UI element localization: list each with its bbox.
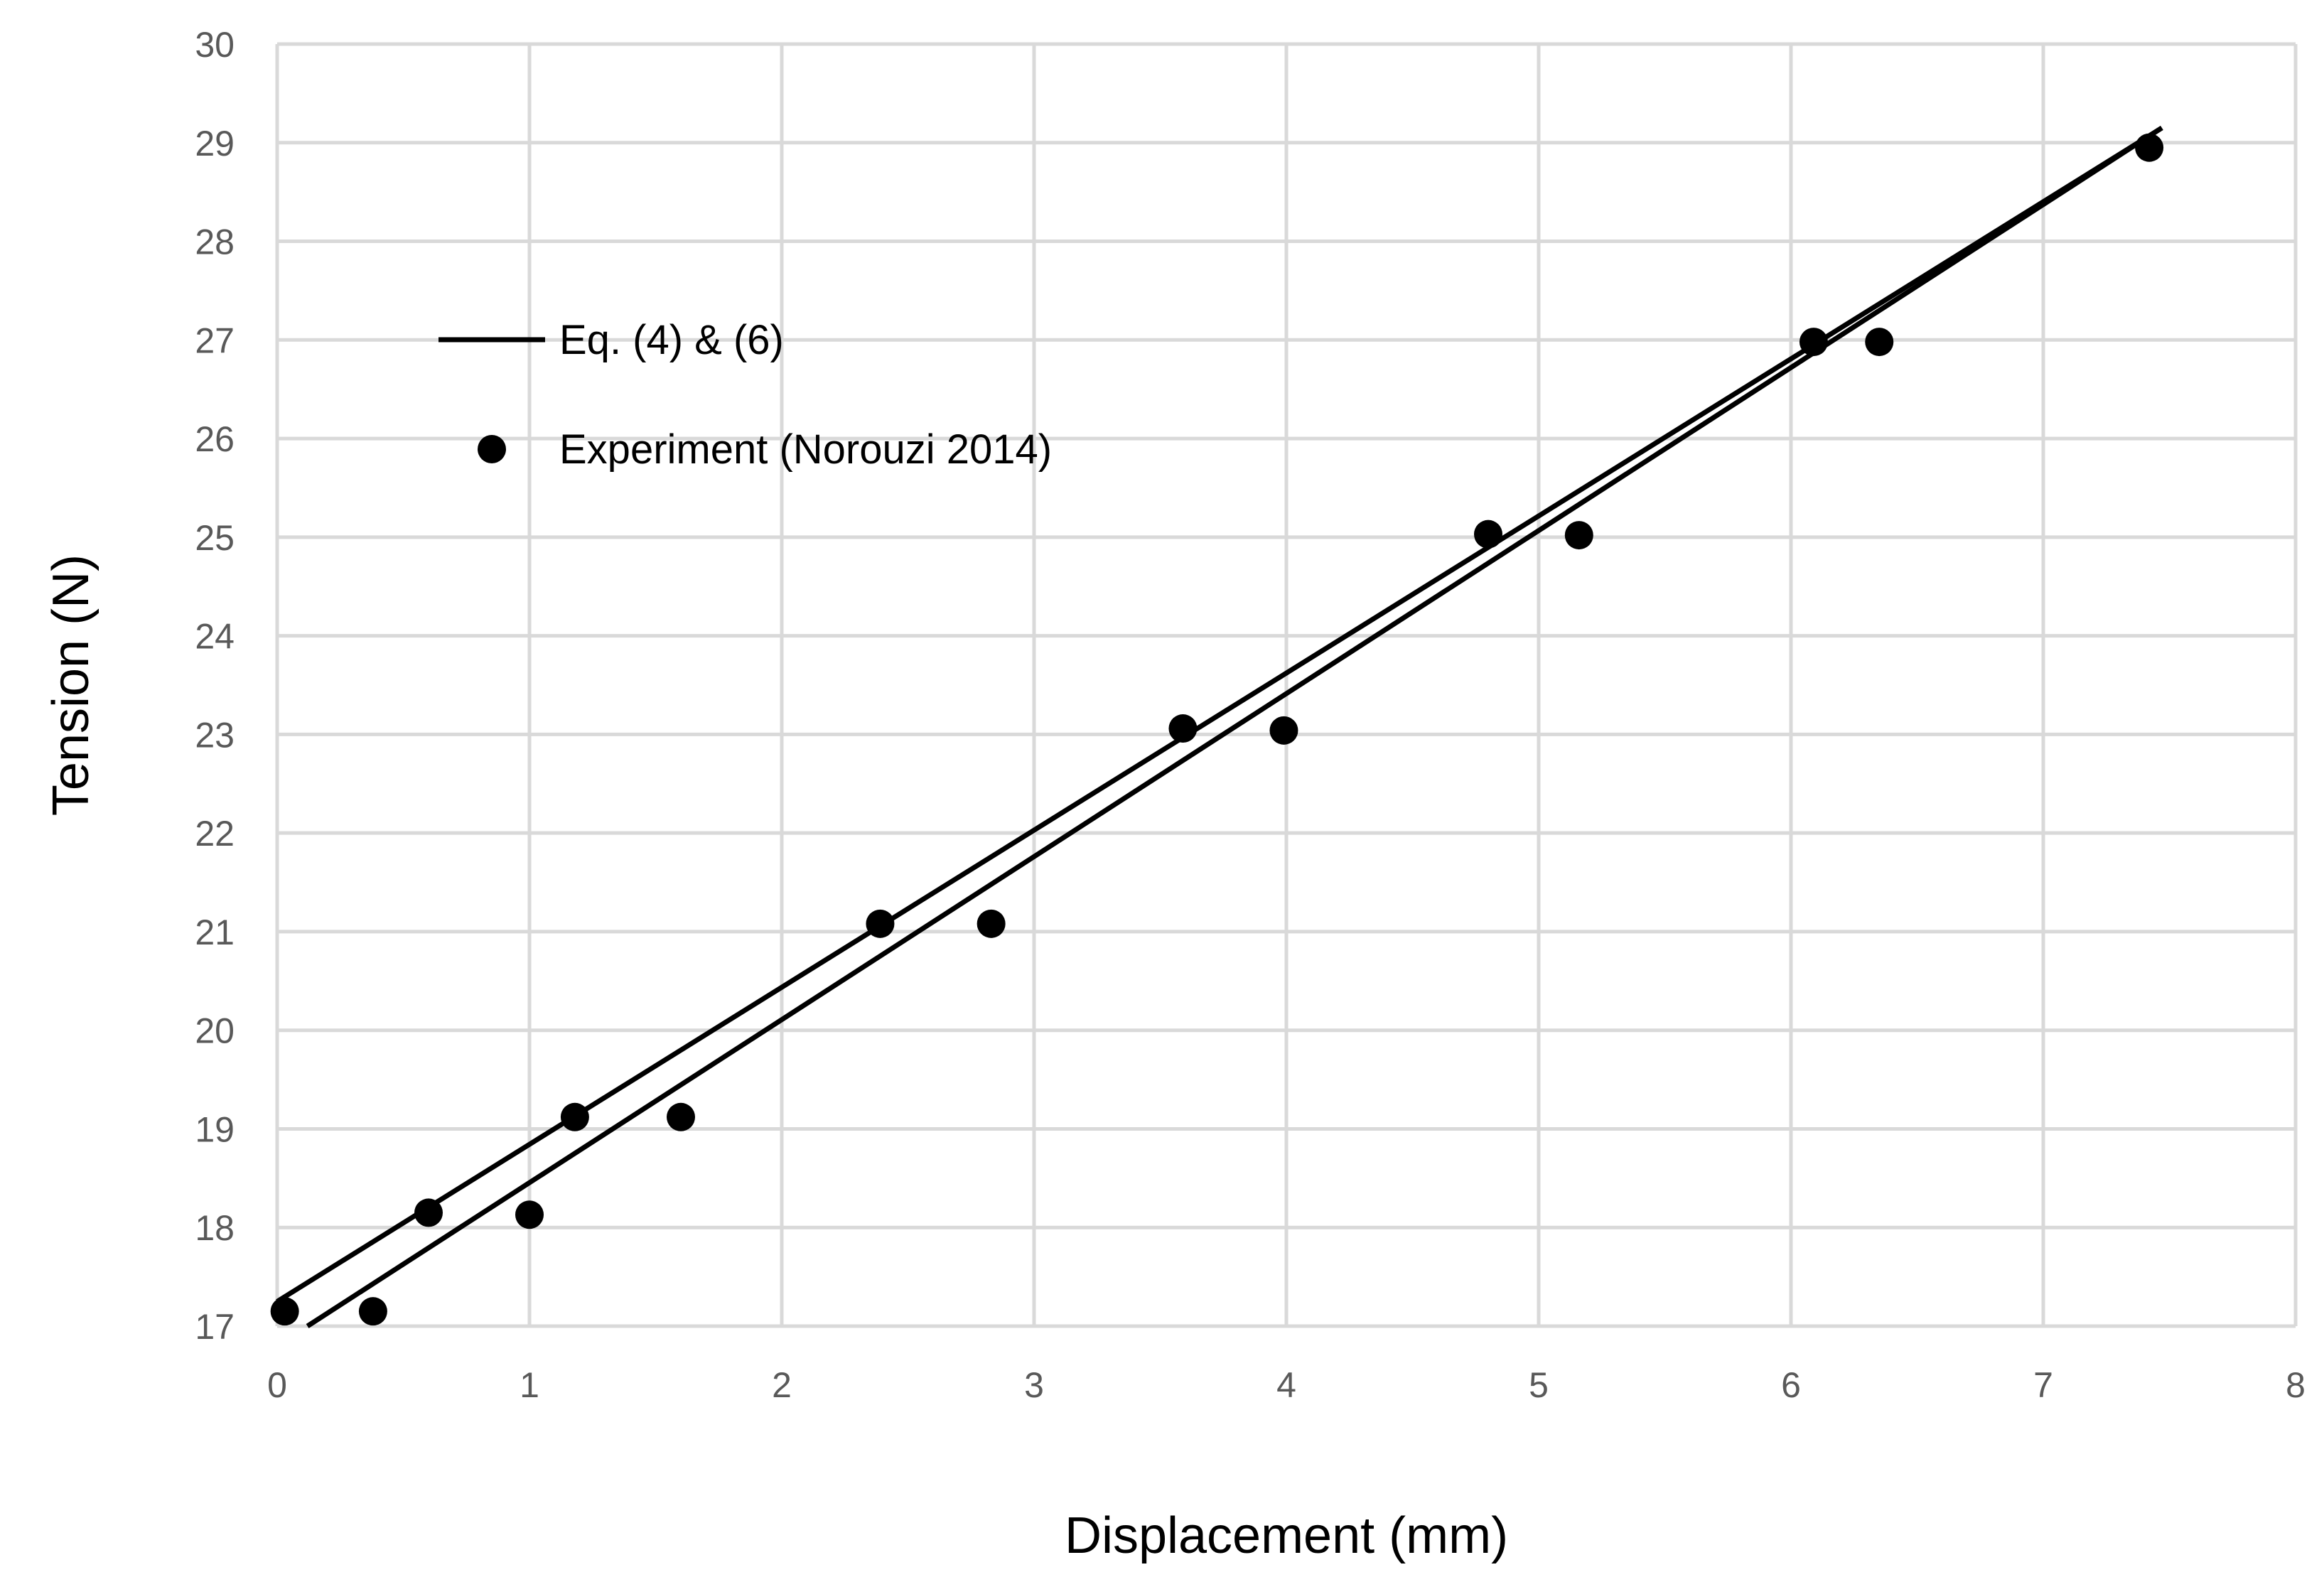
- y-tick-label: 26: [195, 419, 235, 459]
- y-tick-label: 25: [195, 518, 235, 558]
- experiment-point: [1474, 520, 1502, 549]
- x-tick-label: 1: [520, 1365, 539, 1405]
- experiment-point: [667, 1102, 695, 1131]
- experiment-point: [358, 1297, 387, 1326]
- legend-marker-swatch: [478, 435, 506, 463]
- experiment-point: [1269, 716, 1298, 745]
- y-tick-label: 23: [195, 715, 235, 755]
- y-tick-label: 18: [195, 1208, 235, 1248]
- x-tick-label: 7: [2033, 1365, 2053, 1405]
- y-tick-label: 17: [195, 1307, 235, 1347]
- experiment-point: [1168, 714, 1198, 743]
- y-tick-label: 24: [195, 617, 235, 657]
- experiment-point: [515, 1200, 544, 1229]
- x-tick-label: 5: [1529, 1365, 1549, 1405]
- legend-label-model: Eq. (4) & (6): [559, 317, 784, 363]
- experiment-point: [977, 909, 1006, 938]
- x-tick-label: 8: [2286, 1365, 2306, 1405]
- y-tick-label: 28: [195, 222, 235, 262]
- experiment-point: [1865, 328, 1894, 357]
- y-tick-label: 29: [195, 124, 235, 163]
- model-line: [276, 125, 2163, 1304]
- experiment-point: [866, 909, 895, 938]
- experiment-point: [414, 1198, 443, 1227]
- y-tick-label: 21: [195, 913, 235, 952]
- x-axis-tick-labels: 0 1 2 3 4 5 6 7 8: [267, 1365, 2306, 1405]
- x-axis-title: Displacement (mm): [1065, 1507, 1508, 1564]
- y-tick-label: 20: [195, 1011, 235, 1051]
- y-tick-label: 30: [195, 25, 235, 65]
- experiment-point: [1799, 328, 1828, 357]
- x-tick-label: 6: [1781, 1365, 1801, 1405]
- experiment-point: [1564, 521, 1593, 550]
- x-tick-label: 2: [772, 1365, 792, 1405]
- y-axis-tick-labels: 17 18 19 20 21 22 23 24 25 26 27 28 29 30: [195, 25, 235, 1347]
- model-line: [306, 126, 2163, 1328]
- legend-label-experiment: Experiment (Norouzi 2014): [559, 426, 1052, 473]
- x-tick-label: 3: [1024, 1365, 1044, 1405]
- experiment-point: [2135, 133, 2164, 162]
- plot-area: [270, 125, 2164, 1328]
- experiment-point: [270, 1297, 299, 1326]
- y-axis-title: Tension (N): [43, 554, 99, 816]
- y-tick-label: 22: [195, 814, 235, 854]
- y-tick-label: 27: [195, 321, 235, 360]
- experiment-point: [560, 1102, 589, 1131]
- legend: Eq. (4) & (6) Experiment (Norouzi 2014): [439, 317, 1052, 473]
- x-tick-label: 4: [1276, 1365, 1296, 1405]
- x-tick-label: 0: [267, 1365, 287, 1405]
- y-tick-label: 19: [195, 1109, 235, 1149]
